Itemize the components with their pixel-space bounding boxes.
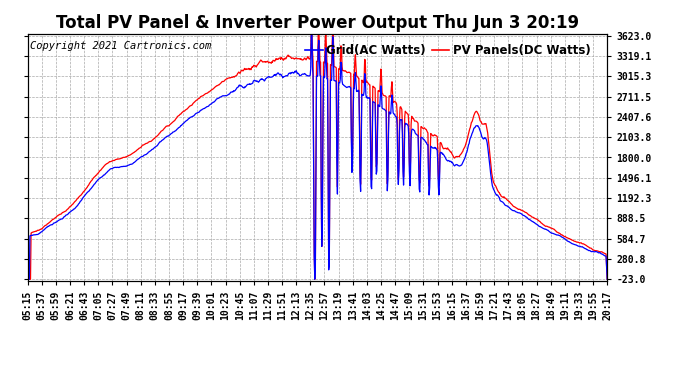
Legend: Grid(AC Watts), PV Panels(DC Watts): Grid(AC Watts), PV Panels(DC Watts) <box>300 40 595 62</box>
Title: Total PV Panel & Inverter Power Output Thu Jun 3 20:19: Total PV Panel & Inverter Power Output T… <box>56 14 579 32</box>
Text: Copyright 2021 Cartronics.com: Copyright 2021 Cartronics.com <box>30 41 212 51</box>
